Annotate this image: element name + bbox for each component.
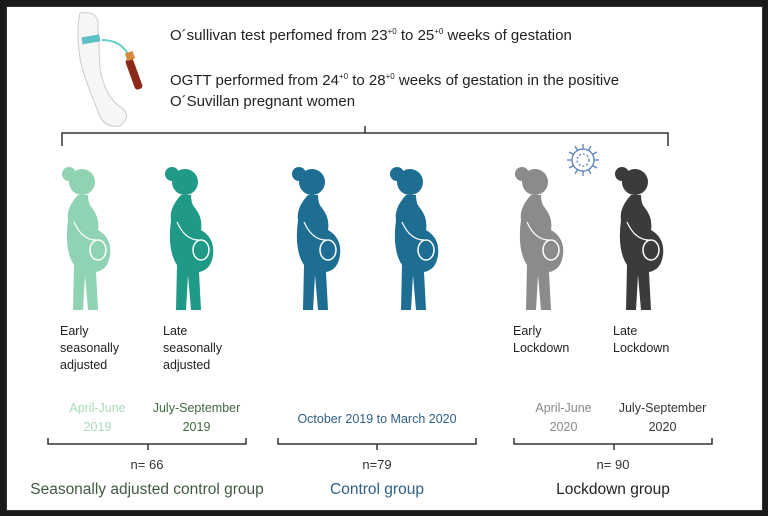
figure-label-line: Lockdown <box>513 341 570 355</box>
period-label: October 2019 to March 2020 <box>278 410 476 429</box>
top-bracket <box>61 132 669 146</box>
period-label-line: 2020 <box>549 420 578 434</box>
pregnant-woman-icon <box>515 167 564 310</box>
figure-label-line: Late <box>163 324 188 338</box>
group-name: Lockdown group <box>556 481 670 498</box>
figure-label-line: seasonally <box>60 341 120 355</box>
period-label-line: October 2019 to March 2020 <box>297 412 457 426</box>
pregnant-woman-icon <box>390 167 439 310</box>
period-label: July-September 2020 <box>613 399 712 437</box>
period-label-line: July-September <box>618 401 707 415</box>
period-label-line: 2019 <box>182 420 211 434</box>
arm-blood-draw-icon <box>77 12 143 127</box>
pregnant-woman-icon <box>292 167 341 310</box>
sample-size: n=79 <box>362 457 392 472</box>
figure-label-line: seasonally <box>163 341 223 355</box>
bracket-control <box>277 438 477 450</box>
figure-label-line: Late <box>613 324 638 338</box>
group-name: Control group <box>330 481 424 498</box>
pregnant-woman-figure <box>155 160 225 325</box>
figure-label-line: adjusted <box>163 358 211 372</box>
bracket-lockdown <box>513 438 713 450</box>
pregnant-woman-icon <box>165 167 214 310</box>
header-line-2: OGTT performed from 24+0 to 28+0 weeks o… <box>170 72 620 89</box>
group-name: Seasonally adjusted control group <box>30 481 264 498</box>
figure-label: Early seasonally adjusted <box>60 323 119 374</box>
period-label-line: April-June <box>69 401 126 415</box>
period-label-line: April-June <box>535 401 592 415</box>
period-label-line: 2019 <box>83 420 112 434</box>
figure-label-line: Early <box>60 324 89 338</box>
figure-label: Early Lockdown <box>513 323 569 357</box>
pregnant-woman-figure <box>52 160 122 325</box>
period-label-line: July-September <box>152 401 241 415</box>
period-label: July-September 2019 <box>147 399 246 437</box>
virus-icon <box>567 144 599 176</box>
bracket-seasonal <box>47 438 247 450</box>
pregnant-woman-figure <box>605 160 675 325</box>
pregnant-woman-icon <box>615 167 664 310</box>
period-label: April-June 2019 <box>48 399 147 437</box>
sample-size: n= 66 <box>130 457 164 472</box>
pregnant-woman-figure <box>505 160 575 325</box>
pregnant-woman-figure <box>380 160 450 325</box>
figure-label-line: Lockdown <box>613 341 670 355</box>
figure-label: Late seasonally adjusted <box>163 323 222 374</box>
pregnant-woman-figure <box>282 160 352 325</box>
sample-size: n= 90 <box>596 457 630 472</box>
period-label: April-June 2020 <box>514 399 613 437</box>
figure-label: Late Lockdown <box>613 323 669 357</box>
figure-label-line: Early <box>513 324 542 338</box>
header-line-1: O´sullivan test perfomed from 23+0 to 25… <box>170 27 572 44</box>
figure-label-line: adjusted <box>60 358 108 372</box>
header-line-3: O´Suvillan pregnant women <box>170 93 356 110</box>
period-label-line: 2020 <box>648 420 677 434</box>
pregnant-woman-icon <box>62 167 111 310</box>
